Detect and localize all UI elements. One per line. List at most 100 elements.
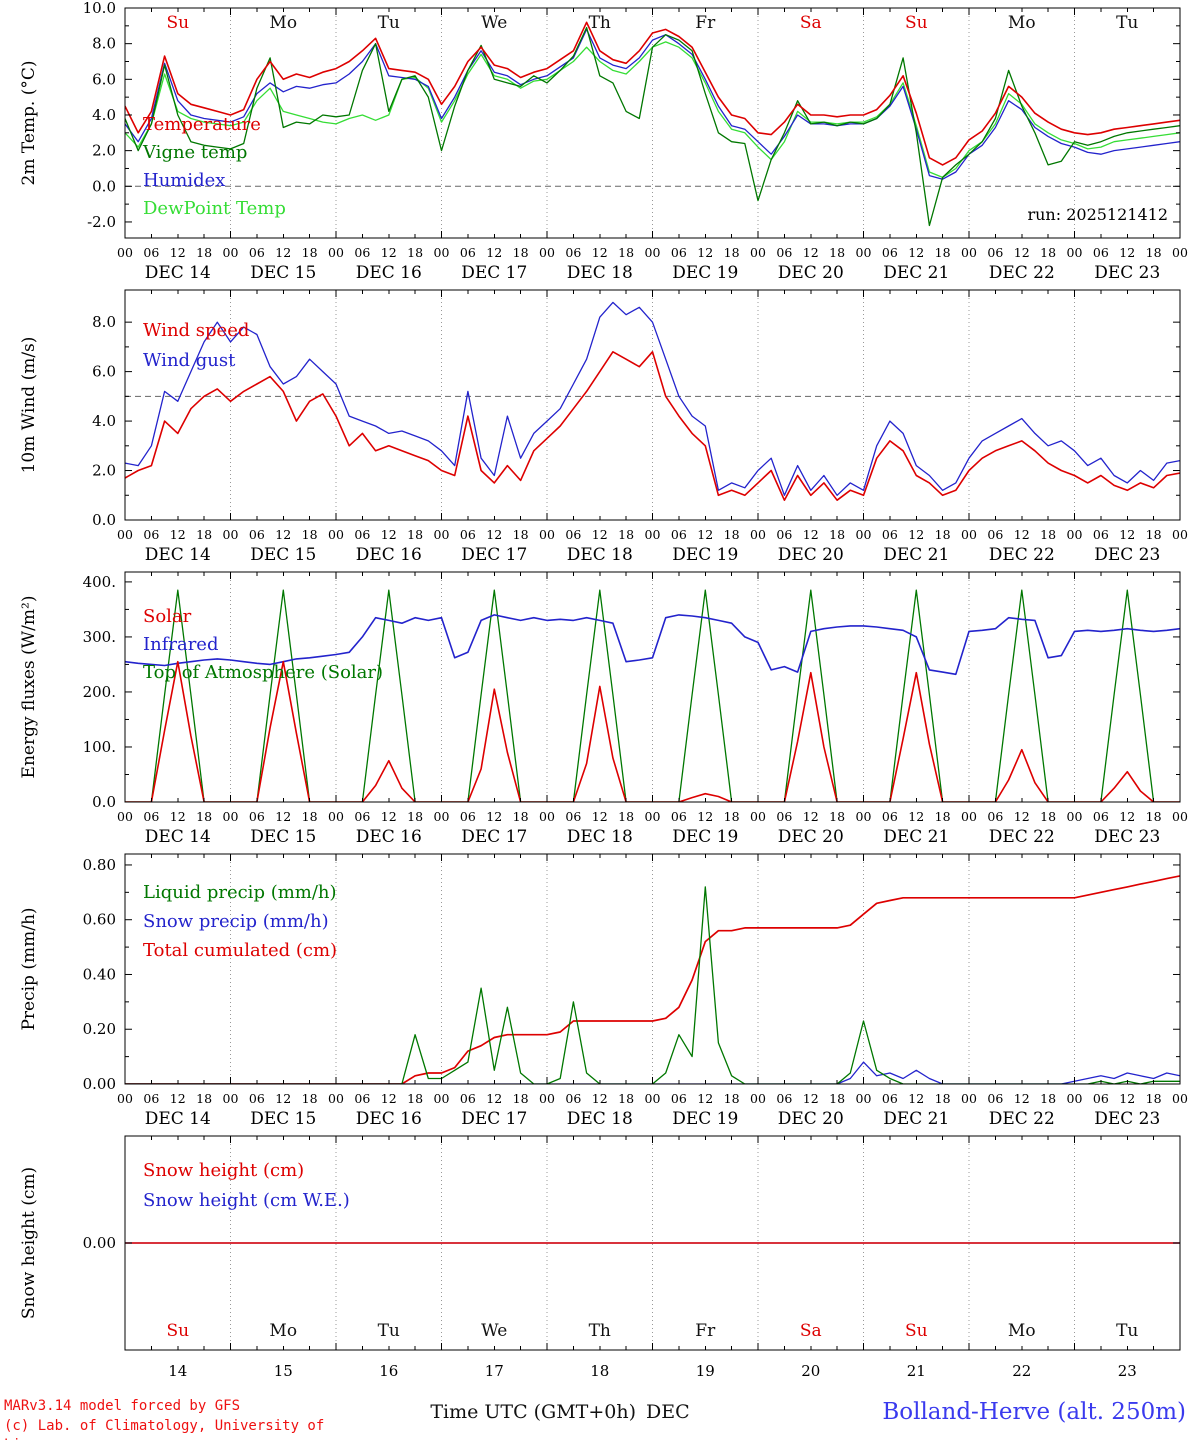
svg-text:DEC 22: DEC 22 bbox=[989, 263, 1055, 282]
series-group bbox=[125, 21, 1180, 227]
svg-text:DEC 22: DEC 22 bbox=[989, 1109, 1055, 1128]
time-axis-title: Time UTC (GMT+0h) DEC bbox=[344, 1397, 776, 1423]
day-gridlines bbox=[230, 8, 1075, 238]
svg-text:00: 00 bbox=[750, 1091, 766, 1106]
svg-text:DEC 20: DEC 20 bbox=[778, 263, 844, 282]
svg-text:18: 18 bbox=[1040, 1091, 1056, 1106]
svg-text:18: 18 bbox=[935, 809, 951, 824]
legend-temperature: Temperature bbox=[143, 114, 261, 135]
svg-text:18: 18 bbox=[724, 1091, 740, 1106]
hour-labels: 00 06 12 18 00 06 12 18 00 06 12 18 00 06 12 18 00 06 12 18… bbox=[117, 1091, 1188, 1106]
y-tick-label: 0.20 bbox=[83, 1020, 116, 1038]
svg-text:06: 06 bbox=[671, 527, 687, 542]
svg-text:DEC 20: DEC 20 bbox=[778, 1109, 844, 1128]
svg-text:DEC 21: DEC 21 bbox=[883, 263, 949, 282]
svg-text:06: 06 bbox=[882, 809, 898, 824]
svg-text:12: 12 bbox=[170, 245, 186, 260]
svg-text:00: 00 bbox=[1067, 809, 1083, 824]
svg-text:00: 00 bbox=[1067, 245, 1083, 260]
svg-text:12: 12 bbox=[697, 809, 713, 824]
svg-text:12: 12 bbox=[803, 245, 819, 260]
svg-text:DEC 16: DEC 16 bbox=[356, 545, 422, 564]
legend-top-of-atmosphere: Top of Atmosphere (Solar) bbox=[143, 662, 383, 683]
svg-text:06: 06 bbox=[987, 809, 1003, 824]
svg-text:06: 06 bbox=[671, 809, 687, 824]
precip-chart: 0.80 0.60 0.40 0.20 0.00 Precip (mm/h) 00 06 12 1… bbox=[19, 853, 1188, 1128]
svg-text:00: 00 bbox=[434, 1091, 450, 1106]
svg-text:06: 06 bbox=[776, 245, 792, 260]
day-gridlines bbox=[230, 290, 1075, 520]
svg-text:12: 12 bbox=[908, 1091, 924, 1106]
legend: Temperature Vigne temp Humidex DewPoint Tem… bbox=[142, 114, 286, 219]
svg-text:06: 06 bbox=[987, 245, 1003, 260]
svg-text:DEC 23: DEC 23 bbox=[1094, 545, 1160, 564]
svg-text:12: 12 bbox=[803, 1091, 819, 1106]
svg-text:Fr: Fr bbox=[695, 1321, 716, 1341]
svg-text:06: 06 bbox=[565, 245, 581, 260]
svg-text:00: 00 bbox=[1172, 245, 1188, 260]
svg-text:00: 00 bbox=[328, 809, 344, 824]
svg-text:06: 06 bbox=[671, 245, 687, 260]
y-axis: 8.0 6.0 4.0 2.0 0.0 bbox=[92, 313, 1180, 529]
svg-text:Tu: Tu bbox=[378, 13, 400, 33]
svg-text:18: 18 bbox=[513, 245, 529, 260]
svg-text:12: 12 bbox=[908, 527, 924, 542]
station-name: Bolland-Herve (alt. 250m) bbox=[882, 1399, 1186, 1425]
svg-text:18: 18 bbox=[302, 809, 318, 824]
lab-credit: (c) Lab. of Climatology, University of L… bbox=[4, 1417, 325, 1440]
y-tick-label: 0.00 bbox=[83, 1234, 116, 1252]
svg-text:12: 12 bbox=[1014, 527, 1030, 542]
y-tick-label: 400. bbox=[83, 573, 116, 591]
svg-text:Su: Su bbox=[166, 1321, 189, 1341]
run-label: run: 2025121412 bbox=[1027, 205, 1168, 224]
svg-text:18: 18 bbox=[407, 245, 423, 260]
svg-text:00: 00 bbox=[1172, 1091, 1188, 1106]
series-vigne-temp bbox=[125, 26, 1180, 227]
svg-text:00: 00 bbox=[223, 527, 239, 542]
svg-text:00: 00 bbox=[750, 809, 766, 824]
y-tick-label: 6.0 bbox=[92, 363, 116, 381]
svg-text:06: 06 bbox=[143, 1091, 159, 1106]
svg-text:00: 00 bbox=[328, 245, 344, 260]
svg-text:12: 12 bbox=[1014, 809, 1030, 824]
svg-text:00: 00 bbox=[117, 1091, 133, 1106]
svg-text:DEC 19: DEC 19 bbox=[672, 263, 738, 282]
day-labels: DEC 14 DEC 15 DEC 16 DEC 17 DEC 18 DEC 19 DEC … bbox=[145, 1109, 1161, 1128]
svg-text:18: 18 bbox=[935, 1091, 951, 1106]
svg-text:06: 06 bbox=[460, 527, 476, 542]
y-axis-title: Precip (mm/h) bbox=[19, 907, 39, 1030]
svg-text:12: 12 bbox=[592, 527, 608, 542]
svg-text:Fr: Fr bbox=[695, 13, 716, 33]
x-ticks bbox=[124, 572, 1181, 802]
svg-text:00: 00 bbox=[434, 527, 450, 542]
svg-text:00: 00 bbox=[223, 809, 239, 824]
panel-snow-height: 0.00 Snow height (cm) Su Mo Tu We Th Fr Sa Su Mo Tu… bbox=[0, 1128, 1194, 1394]
series-group bbox=[125, 875, 1180, 1084]
series-wind-speed bbox=[125, 351, 1180, 501]
svg-text:18: 18 bbox=[1040, 527, 1056, 542]
svg-text:00: 00 bbox=[750, 245, 766, 260]
svg-text:06: 06 bbox=[354, 245, 370, 260]
hour-labels: 00 06 12 18 00 06 12 18 00 06 12 18 00 06 12 18 00 06 12 18… bbox=[117, 245, 1188, 260]
svg-text:18: 18 bbox=[196, 809, 212, 824]
svg-text:18: 18 bbox=[1040, 809, 1056, 824]
y-tick-label: 6.0 bbox=[92, 70, 116, 88]
svg-text:Tu: Tu bbox=[1116, 13, 1138, 33]
svg-text:18: 18 bbox=[935, 245, 951, 260]
svg-text:18: 18 bbox=[618, 527, 634, 542]
svg-text:DEC 15: DEC 15 bbox=[250, 263, 316, 282]
svg-text:18: 18 bbox=[724, 245, 740, 260]
svg-text:06: 06 bbox=[776, 1091, 792, 1106]
svg-text:00: 00 bbox=[856, 527, 872, 542]
svg-text:18: 18 bbox=[407, 1091, 423, 1106]
svg-text:DEC 20: DEC 20 bbox=[778, 827, 844, 846]
legend: Solar Infrared Top of Atmosphere (Solar) bbox=[143, 606, 383, 683]
svg-text:18: 18 bbox=[1146, 245, 1162, 260]
plot-frame bbox=[124, 571, 1181, 803]
svg-text:06: 06 bbox=[1093, 245, 1109, 260]
svg-text:06: 06 bbox=[1093, 527, 1109, 542]
credits-block: MARv3.14 model forced by GFS (c) Lab. of… bbox=[4, 1397, 344, 1440]
svg-text:Mo: Mo bbox=[1008, 1321, 1036, 1341]
temperature-chart: 10.0 8.0 6.0 4.0 2.0 0.0 -2.0 2m Temp. (°C) 00 06… bbox=[19, 0, 1188, 282]
svg-text:18: 18 bbox=[513, 1091, 529, 1106]
